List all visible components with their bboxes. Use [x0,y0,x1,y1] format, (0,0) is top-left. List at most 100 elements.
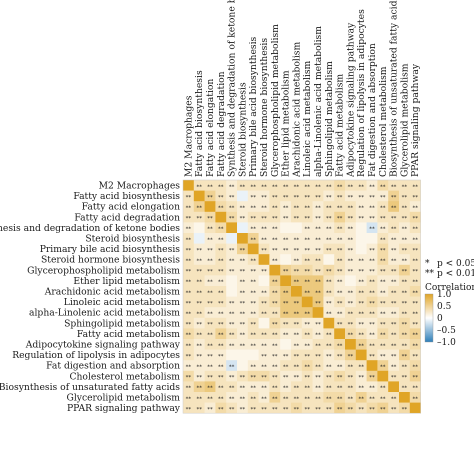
heatmap-cell [377,360,389,372]
significance-marker: ** [272,386,278,392]
row-label: Steroid biosynthesis [85,234,180,245]
significance-marker: ** [315,333,321,339]
significance-marker: ** [412,280,418,286]
significance-marker: ** [358,312,364,318]
significance-marker: ** [261,195,267,201]
significance-marker: ** [315,248,321,254]
significance-marker: ** [304,375,310,381]
heatmap-cell [366,264,378,276]
heatmap-cell [183,201,195,213]
heatmap-cell [183,254,195,266]
significance-marker: ** [348,333,354,339]
row-label: Fatty acid metabolism [77,329,180,340]
significance-marker: ** [196,206,202,212]
heatmap-cell [204,243,216,255]
significance-marker: ** [207,237,213,243]
heatmap-cell [388,233,400,244]
significance-marker: ** [196,333,202,339]
significance-marker: ** [250,237,256,243]
significance-marker: ** [369,386,375,392]
significance-marker: ** [283,312,289,318]
significance-marker: ** [391,216,397,222]
significance-marker: ** [261,386,267,392]
heatmap-cell [183,339,195,350]
heatmap-cell [345,296,357,308]
heatmap-cell [366,360,378,372]
significance-marker: ** [380,386,386,392]
significance-marker: ** [369,301,375,307]
significance-marker: ** [229,375,235,381]
heatmap-cell [345,381,357,393]
heatmap-cell [269,233,281,244]
heatmap-cell [237,264,249,276]
heatmap-cell [237,296,249,308]
row-label: Fatty acid biosynthesis [73,191,180,202]
significance-marker: ** [196,280,202,286]
heatmap-cell [237,211,249,223]
significance-marker: ** [186,269,192,275]
significance-marker: ** [358,195,364,201]
heatmap-cell [301,275,313,287]
heatmap-cell [312,233,324,244]
row-label: Fatty acid elongation [82,202,180,213]
significance-marker: ** [369,322,375,328]
significance-marker: ** [402,407,408,413]
significance-marker: ** [218,343,224,349]
significance-marker: ** [229,343,235,349]
heatmap-cell [409,190,421,202]
significance-marker: ** [283,386,289,392]
column-label: Ether lipid metabolism [281,70,292,177]
heatmap-cell [399,381,411,393]
heatmap-cell [312,243,324,255]
significance-marker: ** [261,301,267,307]
heatmap-cell [215,264,227,276]
significance-marker: ** [196,216,202,222]
significance-marker: ** [412,184,418,190]
heatmap-cell [247,328,259,340]
heatmap-cell [366,286,378,297]
heatmap-cell [355,286,367,297]
significance-marker: ** [229,259,235,265]
heatmap-cell [399,360,411,372]
heatmap-cell [215,201,227,213]
significance-marker: ** [337,195,343,201]
heatmap-cell [345,211,357,223]
significance-marker: ** [369,407,375,413]
heatmap-cell [269,307,281,319]
heatmap-cell [258,307,270,319]
significance-marker: ** [272,375,278,381]
heatmap-cell [291,370,303,382]
heatmap-cell [377,349,389,361]
significance-marker: ** [380,322,386,328]
significance-marker: ** [304,354,310,360]
significance-marker: ** [186,206,192,212]
significance-marker: ** [337,365,343,371]
significance-marker: ** [272,290,278,296]
heatmap-cell [247,233,259,244]
heatmap-cell [280,286,292,297]
heatmap-cell [323,296,335,308]
heatmap-cell [377,201,389,213]
significance-marker: ** [261,269,267,275]
significance-marker: ** [380,333,386,339]
significance-marker: ** [402,312,408,318]
row-label: Synthesis and degradation of ketone bodi… [0,223,180,234]
significance-marker: ** [283,206,289,212]
significance-marker: ** [294,216,300,222]
significance-marker: ** [380,343,386,349]
heatmap-cell [258,381,270,393]
significance-marker: ** [391,407,397,413]
colorbar [424,293,434,343]
significance-marker: ** [304,396,310,402]
significance-marker: ** [196,386,202,392]
heatmap-cell [226,381,238,393]
significance-marker: ** [315,206,321,212]
significance-marker: ** [240,343,246,349]
heatmap-cell [301,360,313,372]
significance-marker: ** [261,365,267,371]
heatmap-cell [280,275,292,287]
heatmap-cell [237,222,249,234]
heatmap-cell [377,339,389,350]
heatmap-cell [355,222,367,234]
significance-marker: ** [261,206,267,212]
